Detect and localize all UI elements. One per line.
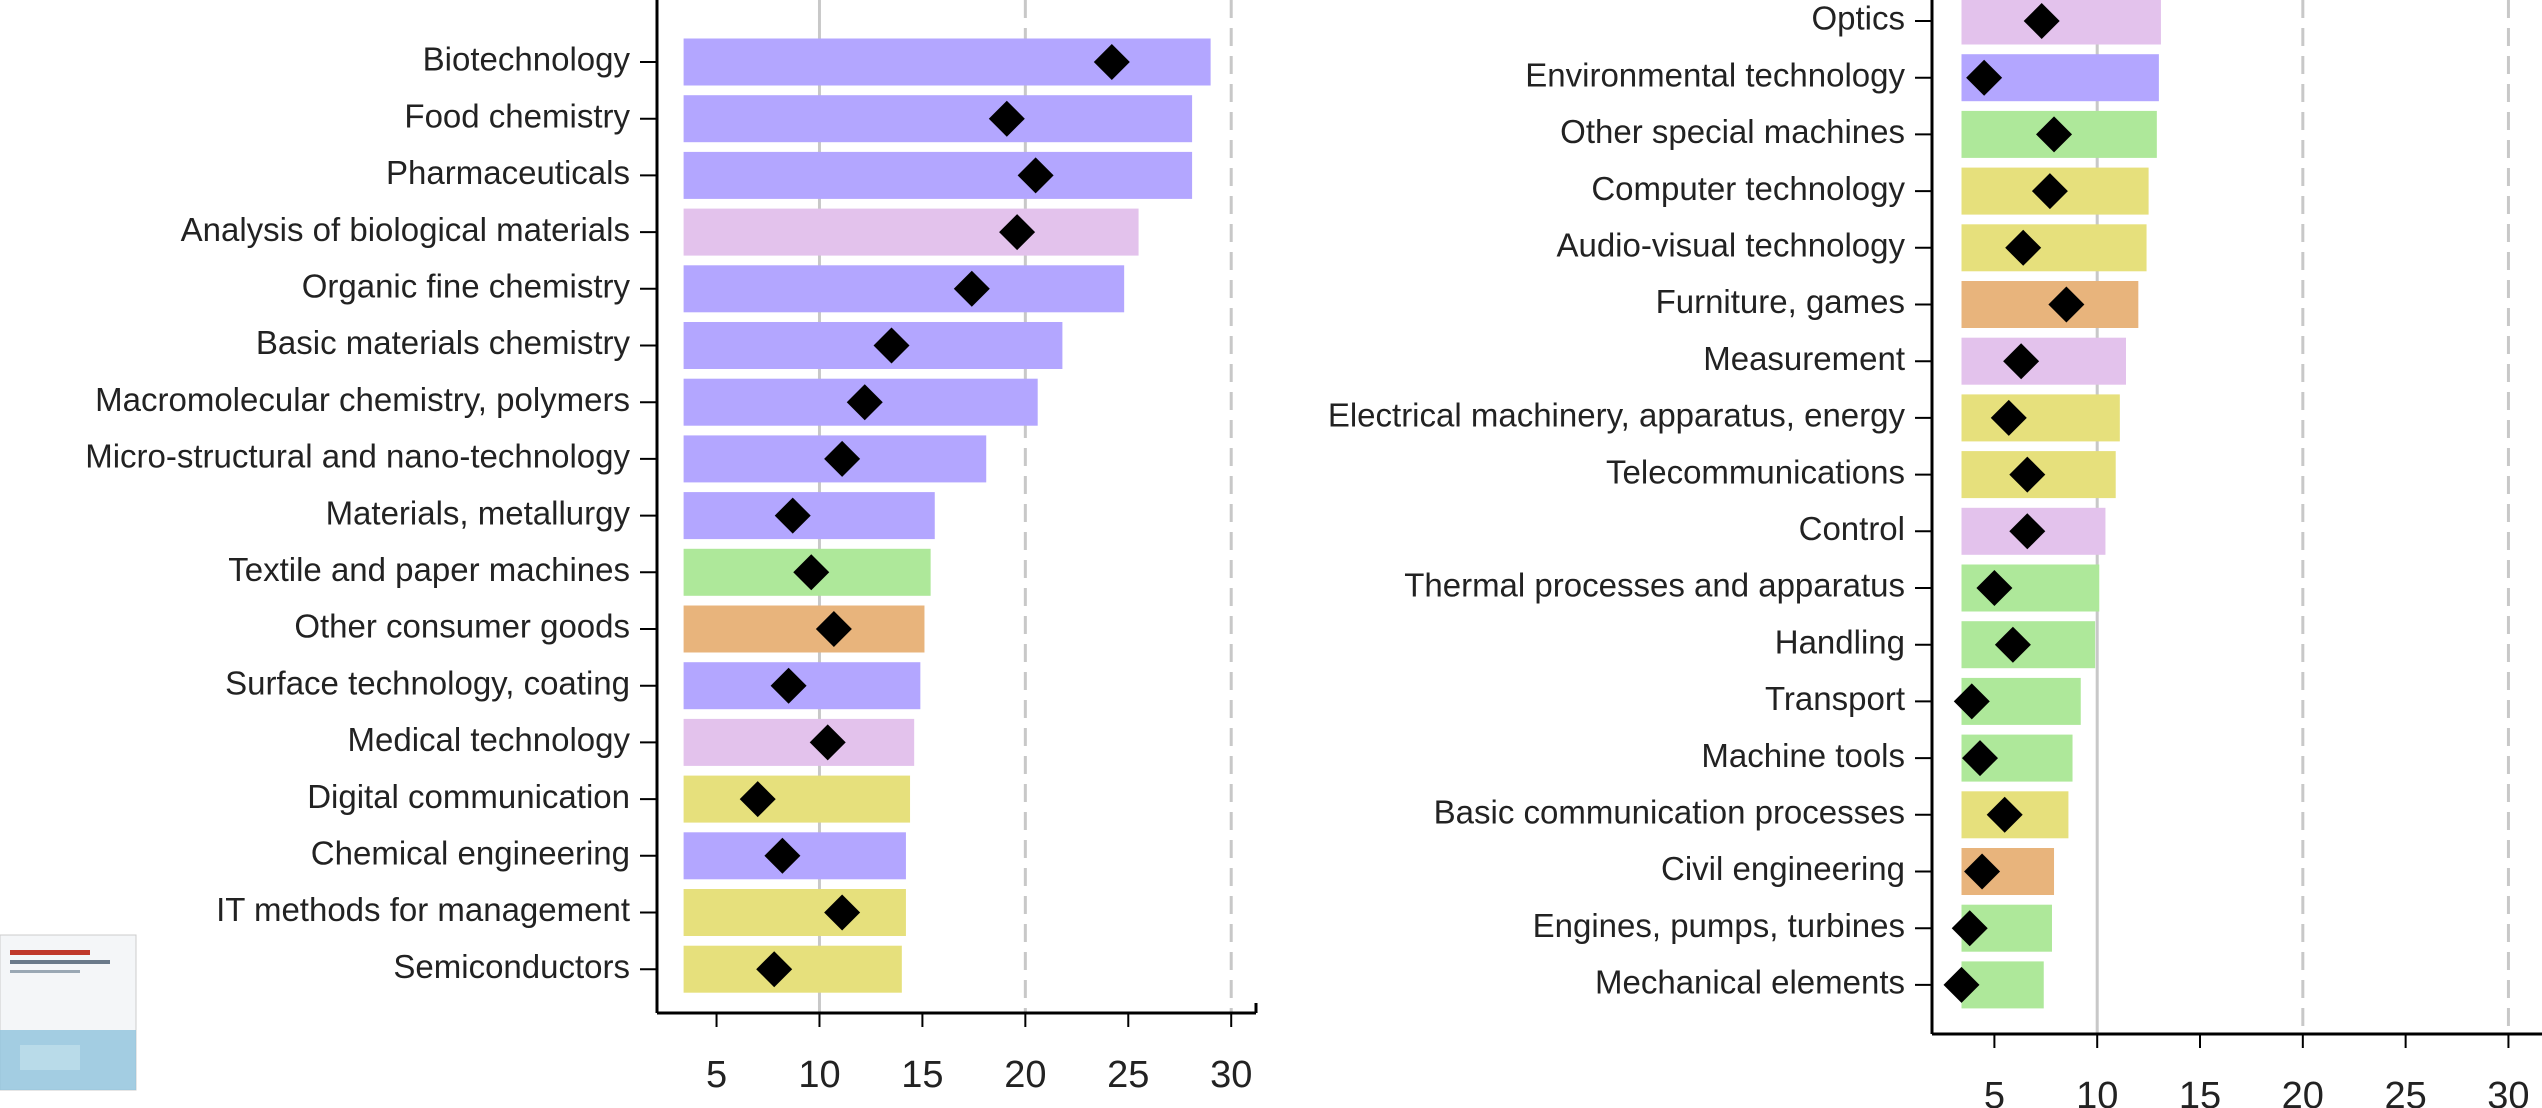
y-tick-label: Biotechnology [423,41,631,78]
y-tick-label: Engines, pumps, turbines [1533,907,1905,944]
diamond-marker [2005,229,2042,266]
y-tick-label: Measurement [1703,340,1905,377]
x-tick-label: 20 [2282,1075,2324,1108]
bar [683,38,1211,86]
x-tick-label: 30 [1210,1054,1252,1096]
bar [683,605,925,653]
x-tick-label: 30 [2487,1075,2529,1108]
bar [683,889,906,936]
bar [1961,337,2126,385]
diamond-marker [846,384,883,421]
diamond-marker [1966,59,2003,96]
x-tick-label: 15 [2179,1075,2221,1108]
diamond-marker [1093,44,1130,80]
diamond-marker [824,440,861,477]
diamond-marker [2009,456,2046,493]
y-tick-label: Digital communication [307,778,630,815]
y-tick-label: IT methods for management [216,891,630,928]
diamond-marker [988,100,1025,137]
bar [1961,0,2161,45]
y-tick-label: Organic fine chemistry [302,268,631,305]
y-tick-label: Environmental technology [1525,56,1905,93]
y-tick-label: Electrical machinery, apparatus, energy [1328,397,1906,434]
diamond-marker [824,894,861,931]
diamond-marker [1962,740,1999,777]
y-tick-label: Basic communication processes [1434,794,1905,831]
x-tick-label: 5 [706,1054,727,1096]
bar [683,208,1139,256]
x-tick-label: 10 [2076,1075,2118,1108]
y-tick-label: Computer technology [1591,170,1905,207]
diamond-marker [2023,3,2060,39]
diamond-marker [1964,853,2001,890]
y-tick-label: Macromolecular chemistry, polymers [95,381,630,418]
bar [683,95,1193,143]
diamond-marker [2003,343,2040,380]
x-tick-label: 5 [1984,1075,2005,1108]
diamond-marker [1943,966,1980,1003]
y-tick-label: Materials, metallurgy [326,494,631,531]
y-tick-label: Other consumer goods [294,608,630,645]
diamond-marker [1994,626,2031,663]
y-tick-label: Food chemistry [404,97,630,134]
bar [1961,394,2120,442]
y-tick-label: Chemical engineering [311,835,630,872]
bar [683,945,902,993]
y-tick-label: Furniture, games [1656,283,1905,320]
diamond-marker [2031,173,2068,210]
diamond-marker [1986,796,2023,833]
bar [683,265,1125,313]
diamond-marker [1017,157,1054,194]
diamond-marker [793,554,830,591]
diamond-marker [764,837,801,874]
bar [683,718,915,766]
y-tick-label: Telecommunications [1606,453,1905,490]
y-tick-label: Surface technology, coating [225,664,630,701]
diamond-marker [2009,513,2046,550]
y-tick-label: Machine tools [1701,737,1905,774]
y-tick-label: Mechanical elements [1595,964,1905,1001]
y-tick-label: Other special machines [1560,113,1905,150]
x-tick-label: 10 [798,1054,840,1096]
y-tick-label: Control [1799,510,1905,547]
diamond-marker [1953,683,1990,720]
y-tick-label: Civil engineering [1661,850,1905,887]
x-tick-label: 25 [2384,1075,2426,1108]
y-tick-label: Semiconductors [393,948,630,985]
y-tick-label: Basic materials chemistry [256,324,631,361]
y-tick-label: Thermal processes and apparatus [1404,567,1905,604]
y-tick-label: Handling [1775,623,1905,660]
diamond-marker [953,270,990,307]
bar [683,151,1193,199]
x-tick-label: 20 [1004,1054,1046,1096]
diamond-marker [809,724,846,761]
y-tick-label: Pharmaceuticals [386,154,630,191]
diamond-marker [873,327,910,364]
x-tick-label: 15 [901,1054,943,1096]
diamond-marker [770,667,807,704]
y-tick-label: Transport [1765,680,1905,717]
y-tick-label: Medical technology [348,721,631,758]
diamond-marker [1976,570,2013,606]
y-tick-label: Optics [1811,0,1905,37]
diamond-marker [756,951,793,988]
y-tick-label: Analysis of biological materials [181,211,630,248]
y-tick-label: Micro-structural and nano-technology [85,438,630,475]
y-tick-label: Audio-visual technology [1556,227,1905,264]
diamond-marker [739,781,776,818]
diamond-marker [2036,116,2073,153]
bar [683,322,1063,369]
y-tick-label: Textile and paper machines [228,551,630,588]
bar [683,775,911,823]
diamond-marker [1951,910,1988,947]
x-tick-label: 25 [1107,1054,1149,1096]
diamond-marker [2048,286,2085,323]
bar [1961,224,2147,272]
diamond-marker [774,497,811,534]
report-thumbnail [0,934,137,1091]
diamond-marker [1990,399,2027,436]
diamond-marker [999,214,1036,251]
diamond-marker [815,611,852,647]
